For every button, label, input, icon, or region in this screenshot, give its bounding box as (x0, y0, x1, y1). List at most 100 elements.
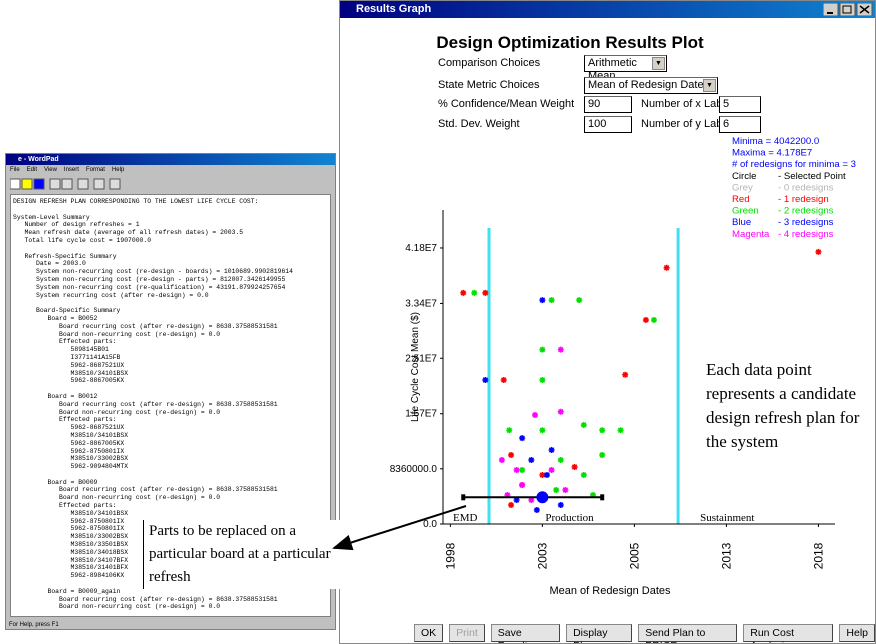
text-block: Refresh-Specific Summary Date = 2003.0 S… (13, 253, 328, 300)
data-point (580, 421, 587, 428)
text-line: Effected parts: (13, 338, 117, 346)
data-point (557, 457, 564, 464)
legend-key: Green (732, 206, 759, 217)
data-point (528, 497, 535, 504)
data-point (539, 377, 546, 384)
text-input[interactable]: 5 (719, 96, 761, 113)
menu-item[interactable]: Format (85, 167, 105, 173)
text-line: System-Level Summary (13, 213, 90, 221)
text-line: Total life cycle cost = 1907000.0 (13, 236, 152, 244)
window-controls[interactable] (823, 3, 873, 16)
legend-label: - 2 redesigns (778, 206, 834, 217)
text-line: Board recurring cost (after re-design) =… (13, 595, 278, 603)
text-line: Board non-recurring cost (re-design) = 0… (13, 494, 221, 502)
button: Print (449, 624, 485, 642)
menu-item[interactable]: View (44, 167, 57, 173)
annotation: Each data point represents a candidate d… (706, 360, 860, 451)
data-point (622, 371, 629, 378)
text-input[interactable]: 6 (719, 116, 761, 133)
data-point (815, 248, 822, 255)
data-point (650, 316, 657, 323)
text-line: 5962-8867005KX (13, 439, 125, 447)
legend-key: Circle (732, 171, 757, 182)
period-label: Sustainment (700, 512, 754, 524)
data-point (548, 297, 555, 304)
status-bar: For Help, press F1 (9, 622, 59, 628)
legend-label: - 0 redesigns (778, 182, 834, 193)
data-point (557, 346, 564, 353)
text-line: Board = B0009_again (13, 587, 121, 595)
menu-item[interactable]: Help (111, 167, 125, 173)
window-title: Results Graph (356, 3, 432, 15)
y-tick-label: 3.34E7 (405, 298, 437, 309)
dropdown-arrow[interactable]: ▼ (703, 79, 716, 92)
text-input[interactable]: 100 (584, 116, 632, 133)
text-line: M38510/34101BSX (13, 431, 129, 439)
data-point (548, 447, 555, 454)
menu-item[interactable]: File (10, 167, 20, 173)
button-bar: OK Print Save Results Display Plan Send Plan… (414, 624, 875, 643)
title-bar: e - WordPad (6, 154, 335, 165)
field-label: Number of y Labels (641, 118, 737, 130)
text-line: System non-recurring cost (re-qualificat… (13, 283, 286, 291)
text-block: DESIGN REFRESH PLAN CORRESPONDING TO THE… (13, 198, 328, 206)
field-label: Number of x Labels (641, 98, 737, 110)
data-point (548, 466, 555, 473)
menu-item[interactable]: Insert (63, 167, 79, 173)
dropdown-arrow[interactable]: ▼ (652, 57, 665, 70)
legend-key: Blue (732, 217, 751, 228)
text-line: Board non-recurring cost (re-design) = 0… (13, 330, 221, 338)
button[interactable]: Display Plan (566, 624, 633, 643)
data-point (599, 451, 606, 458)
period-label: Production (545, 512, 594, 524)
x-tick-label: 2018 (811, 542, 825, 569)
data-point (528, 457, 535, 464)
y-tick-label: 4.18E7 (405, 243, 437, 254)
dropdown[interactable]: Mean of Redesign Dates ▼ (584, 77, 718, 94)
menu-item[interactable]: Edit (26, 167, 38, 173)
data-point (642, 316, 649, 323)
text-line: M38510/34101BSX (13, 369, 129, 377)
data-point (519, 435, 526, 442)
text-line: M38510/34101BSX (13, 509, 129, 517)
data-point (576, 297, 583, 304)
chart-title: Design Optimization Results Plot (436, 33, 704, 52)
button[interactable]: OK (414, 624, 444, 642)
period-label: EMD (453, 512, 478, 524)
text-input[interactable]: 90 (584, 96, 632, 113)
data-point (533, 507, 540, 513)
button[interactable]: Send Plan to PRICE (638, 624, 738, 643)
legend-key: Grey (732, 182, 753, 193)
title-bar: Results Graph (340, 1, 875, 18)
data-point (539, 346, 546, 353)
text-line: M38510/33002BSX (13, 533, 129, 541)
text-line: Board recurring cost (after re-design) =… (13, 322, 278, 330)
legend-label: - 3 redesigns (778, 217, 834, 228)
button[interactable]: Help (839, 624, 875, 642)
button[interactable]: Run Cost Analysis (743, 624, 834, 643)
text-line: I3771141A15FB (13, 353, 121, 361)
legend-key: Red (732, 194, 750, 205)
field-label: State Metric Choices (438, 79, 540, 91)
text-line: Board = B0012 (13, 392, 98, 400)
text-line: 5962-8750801IX (13, 447, 125, 455)
text-block: Board = B0012 Board recurring cost (afte… (13, 393, 328, 471)
text-line: Board non-recurring cost (re-design) = 0… (13, 408, 221, 416)
legend-label: - 1 redesign (778, 194, 829, 205)
data-point (482, 377, 489, 384)
data-point (553, 486, 560, 493)
data-point (539, 297, 546, 304)
button[interactable]: Save Results (490, 624, 561, 643)
data-point (506, 427, 513, 434)
toolbar (10, 178, 121, 190)
text-line: Refresh-Specific Summary (13, 252, 117, 260)
info-text: Maxima = 4.178E7 (732, 148, 812, 159)
text-block: Board = B0009 Board recurring cost (afte… (13, 479, 328, 580)
data-point (508, 451, 515, 458)
dropdown[interactable]: Arithmetic Mean ▼ (584, 55, 667, 82)
info-text: Minima = 4042200.0 (732, 136, 819, 147)
text-line: M38510/31401BFX (13, 564, 129, 572)
annotation: Parts to be replaced on a particular boa… (143, 520, 341, 589)
data-point (460, 289, 467, 296)
